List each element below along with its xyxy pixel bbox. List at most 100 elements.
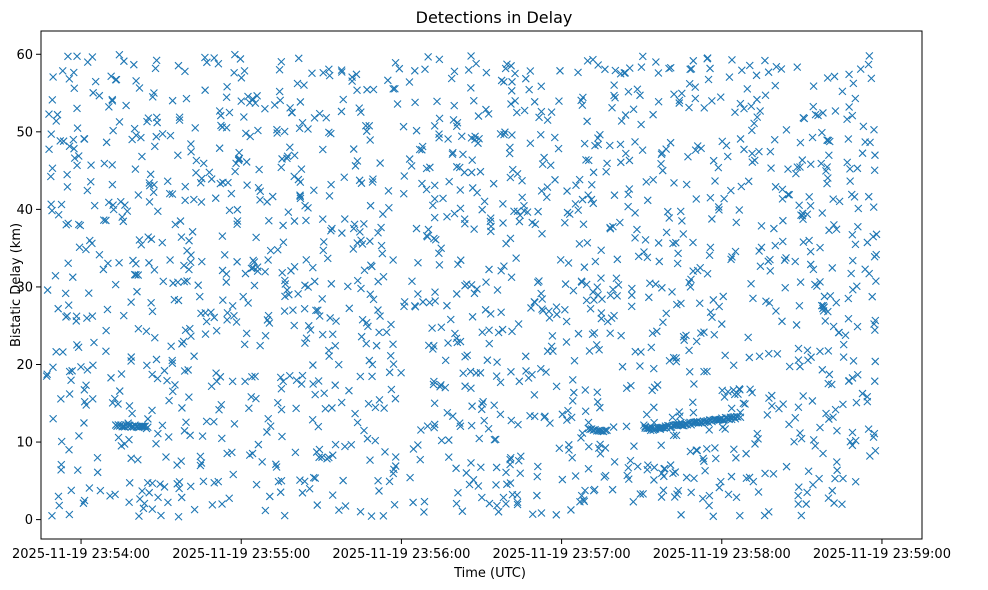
data-point	[185, 236, 193, 245]
data-point	[456, 422, 465, 431]
data-point	[797, 434, 806, 443]
data-point	[493, 501, 501, 510]
data-point	[552, 310, 561, 319]
data-point	[395, 64, 404, 73]
data-point	[154, 429, 162, 438]
data-point	[708, 313, 716, 322]
data-point	[285, 143, 294, 152]
data-point	[845, 103, 854, 111]
data-point	[84, 289, 93, 298]
data-point	[478, 205, 487, 214]
data-point	[871, 277, 880, 285]
data-point	[368, 178, 377, 186]
data-point	[202, 317, 211, 326]
data-point	[306, 325, 315, 334]
data-point	[538, 229, 546, 238]
data-point	[164, 498, 172, 507]
data-point	[353, 418, 362, 427]
data-point	[450, 67, 459, 76]
data-point	[274, 477, 283, 486]
data-point	[242, 329, 251, 338]
data-point	[166, 256, 174, 264]
data-point	[671, 468, 680, 476]
data-point	[55, 501, 64, 510]
data-point	[152, 132, 161, 141]
data-point	[578, 101, 587, 110]
data-point	[580, 263, 589, 272]
data-point	[829, 195, 838, 204]
data-point	[574, 206, 583, 215]
data-point	[608, 103, 616, 112]
x-tick-label: 2025-11-19 23:56:00	[332, 547, 470, 562]
data-point	[318, 145, 327, 154]
data-point	[724, 490, 733, 499]
data-point	[754, 488, 763, 496]
data-point	[852, 282, 861, 291]
data-point	[210, 54, 219, 62]
data-point	[340, 215, 349, 223]
data-point	[185, 265, 193, 274]
data-point	[174, 61, 183, 70]
data-point	[828, 486, 837, 495]
data-point	[245, 451, 254, 460]
data-point	[399, 122, 408, 131]
data-point	[381, 447, 389, 456]
data-point	[132, 76, 140, 85]
data-point	[550, 133, 559, 142]
data-point	[125, 402, 134, 410]
data-point	[286, 103, 295, 112]
data-point	[298, 118, 307, 127]
data-point	[217, 400, 226, 409]
data-point	[405, 78, 414, 86]
data-point	[843, 158, 852, 167]
data-point	[334, 360, 343, 369]
data-points	[42, 50, 881, 521]
data-point	[227, 448, 236, 457]
data-point	[633, 85, 642, 94]
data-point	[387, 320, 395, 329]
data-point	[520, 207, 528, 215]
data-point	[728, 55, 736, 64]
data-point	[506, 173, 515, 182]
data-point	[514, 456, 523, 465]
data-point	[824, 151, 833, 160]
data-point	[626, 456, 635, 465]
data-point	[168, 359, 177, 368]
data-point	[215, 144, 224, 153]
data-point	[537, 82, 546, 91]
data-point	[737, 66, 746, 75]
data-point	[702, 444, 711, 453]
data-point	[571, 472, 580, 480]
data-point	[536, 130, 545, 139]
data-point	[649, 364, 658, 373]
data-point	[68, 366, 77, 375]
data-point	[115, 258, 123, 267]
data-point	[817, 301, 826, 310]
data-point	[65, 75, 74, 83]
data-point	[467, 52, 475, 60]
data-point	[577, 491, 586, 500]
data-point	[797, 511, 806, 520]
data-point	[832, 225, 841, 234]
data-point	[527, 304, 535, 312]
data-point	[247, 373, 256, 381]
data-point	[148, 505, 157, 513]
data-point	[75, 243, 84, 252]
data-point	[223, 449, 232, 458]
data-point	[593, 398, 602, 406]
data-point	[75, 431, 83, 440]
data-point	[42, 372, 51, 381]
data-point	[205, 168, 214, 177]
data-point	[543, 183, 552, 192]
data-point	[102, 347, 110, 356]
data-point	[844, 135, 853, 143]
data-point	[175, 477, 184, 486]
data-point	[480, 197, 489, 206]
data-point	[615, 218, 624, 227]
data-point	[93, 468, 102, 477]
data-point	[111, 280, 120, 289]
data-point	[817, 128, 826, 137]
data-point	[150, 265, 159, 274]
data-point	[538, 160, 547, 169]
data-point	[254, 183, 263, 192]
